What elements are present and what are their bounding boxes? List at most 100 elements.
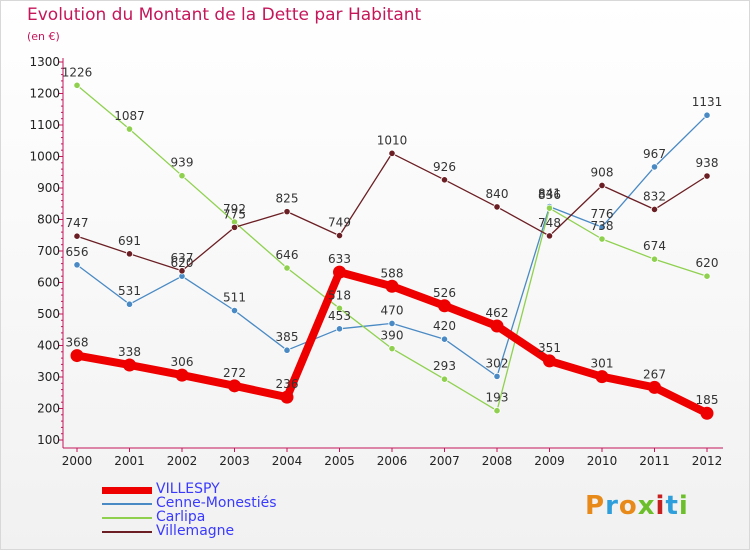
y-tick-label: 100 [37,433,60,447]
data-point [493,203,501,211]
chart-unit: (en €) [27,30,60,43]
data-label: 301 [591,357,614,371]
data-label: 390 [381,329,404,343]
data-point [178,267,186,275]
series-points [70,81,714,420]
data-point [545,204,554,212]
data-point [595,370,609,384]
data-point [125,250,134,258]
data-label: 368 [66,336,89,350]
y-tick-label: 1300 [29,55,60,69]
x-tick-label: 2005 [324,454,355,468]
data-label: 691 [118,234,141,248]
data-point [438,299,451,313]
x-tick-label: 2004 [272,454,303,468]
x-tick-label: 2001 [114,454,145,468]
data-point [493,407,501,415]
data-point [335,231,344,240]
data-label: 908 [591,165,614,179]
data-point [335,304,344,312]
data-point [598,181,606,190]
data-point [73,81,81,89]
data-point [703,172,711,180]
data-label: 588 [381,266,404,280]
legend-swatch [102,517,152,519]
data-point [283,264,291,272]
data-label: 1131 [692,95,723,109]
legend-label: Carlipa [156,509,206,525]
legend-label: Villemagne [156,523,235,539]
y-tick-label: 700 [37,244,60,258]
data-label: 453 [328,309,351,323]
x-tick-label: 2011 [639,454,670,468]
data-point [650,205,659,214]
x-tick-label: 2012 [692,454,723,468]
y-tick-label: 400 [37,339,60,353]
proxiti-logo: Proxiti [585,491,689,521]
data-label: 518 [328,288,351,302]
data-point [388,345,396,353]
data-label: 385 [276,330,299,344]
data-label: 776 [591,207,614,221]
data-label: 531 [118,284,141,298]
data-point [490,319,504,333]
data-point [335,325,344,333]
legend-label: Cenne-Monestiés [156,495,277,511]
data-label: 267 [643,367,666,381]
y-tick-label: 900 [37,181,60,195]
data-point [598,223,606,231]
data-label: 633 [328,252,351,266]
y-tick-label: 500 [37,307,60,321]
data-point [440,335,449,343]
data-label: 938 [696,156,719,170]
data-point [73,261,81,269]
data-label: 470 [381,303,404,317]
data-label: 193 [486,391,509,405]
data-point [440,176,449,184]
data-label: 637 [171,251,194,265]
x-tick-label: 2009 [534,454,565,468]
data-label: 302 [486,356,509,370]
data-point [333,265,346,279]
data-point [650,255,659,263]
data-point [283,208,291,216]
legend-label: VILLESPY [156,481,220,497]
x-tick-label: 2010 [587,454,618,468]
data-point [545,232,554,240]
axes: 1002003004005006007008009001000110012001… [29,55,723,468]
data-label: 775 [223,207,246,221]
data-point [230,223,239,231]
data-label: 749 [328,216,351,230]
data-label: 511 [223,291,246,305]
data-point [388,149,396,157]
data-label: 620 [171,256,194,270]
data-point [178,172,186,180]
data-label: 293 [433,359,456,373]
y-tick-label: 1100 [29,118,60,132]
data-point [280,390,294,404]
x-tick-label: 2000 [62,454,93,468]
data-point [703,272,711,280]
x-tick-label: 2006 [377,454,408,468]
data-label: 967 [643,147,666,161]
x-tick-label: 2003 [219,454,250,468]
data-label: 236 [276,377,299,391]
data-label: 1226 [62,65,93,79]
data-label: 748 [538,216,561,230]
data-label: 420 [433,319,456,333]
y-tick-label: 800 [37,213,60,227]
y-tick-label: 200 [37,402,60,416]
legend-swatch [102,531,152,533]
data-point [385,279,399,293]
data-label: 462 [486,306,509,320]
data-point [70,349,84,363]
data-point [125,125,134,133]
data-label: 338 [118,345,141,359]
legend-swatch [102,486,152,494]
data-point [230,306,239,315]
data-label: 738 [591,219,614,233]
data-point [228,379,241,393]
data-label: 272 [223,366,246,380]
